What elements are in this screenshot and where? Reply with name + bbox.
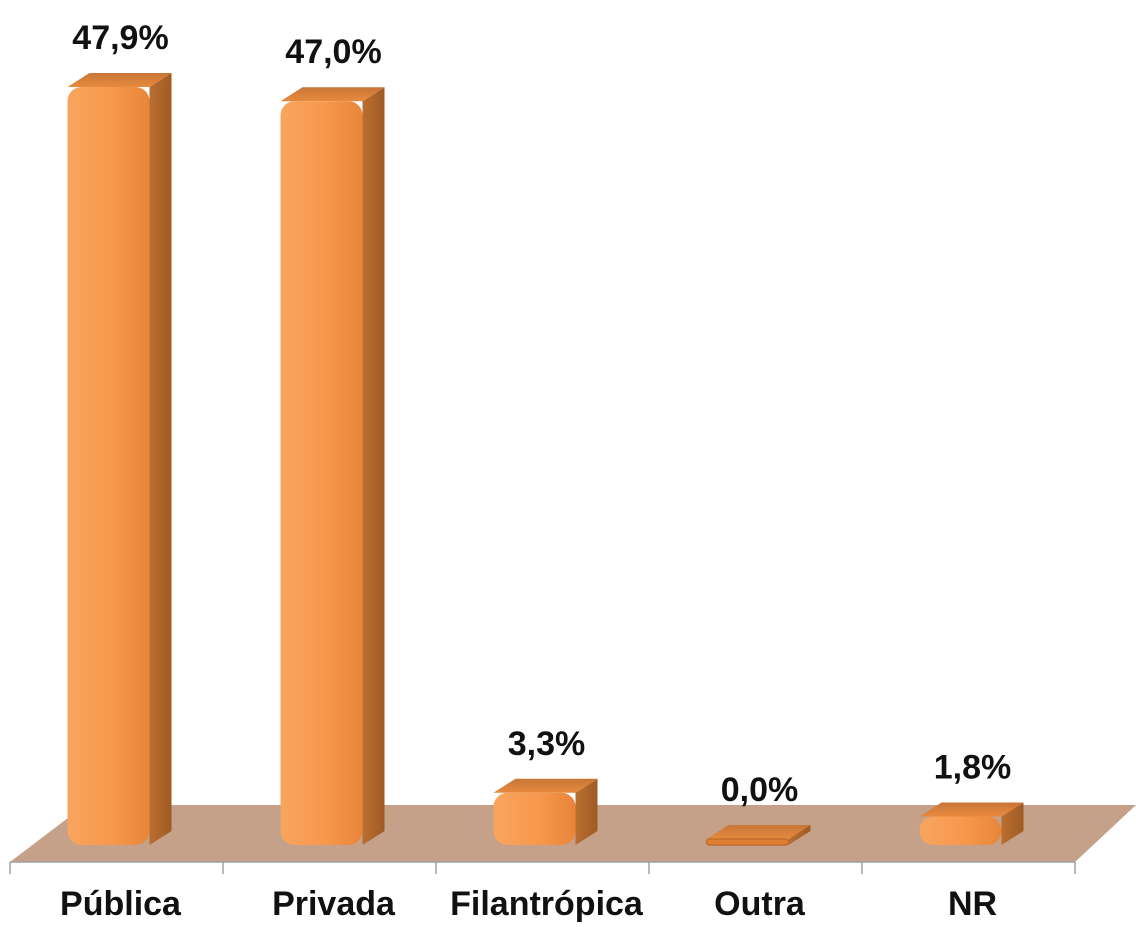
category-label-outra: Outra [714, 885, 806, 923]
bar-publica [67, 73, 172, 845]
bar-side-face [149, 73, 172, 845]
category-label-nr: NR [948, 885, 997, 923]
bar-side-face [1001, 802, 1024, 845]
category-label-filantropica: Filantrópica [450, 885, 644, 923]
value-label-filantropica: 3,3% [508, 725, 586, 763]
bar-front-face [280, 101, 363, 845]
bar-front-face [67, 87, 150, 845]
bar-filantropica [493, 778, 598, 845]
value-label-publica: 47,9% [72, 19, 168, 57]
bar-front-face [705, 838, 790, 846]
bar-top-face [493, 778, 598, 793]
bar-top-face [706, 825, 811, 839]
value-label-nr: 1,8% [934, 749, 1012, 787]
bar-side-face [575, 778, 598, 845]
bar-front-face [493, 792, 576, 845]
bar-side-face [788, 825, 811, 845]
bar-top-face [67, 73, 172, 87]
bar-privada [280, 87, 385, 845]
value-label-privada: 47,0% [285, 33, 381, 71]
bar-side-face [362, 87, 385, 845]
bar-outra [705, 825, 811, 846]
bar-front-face [919, 816, 1002, 845]
bar-top-face [280, 87, 385, 102]
category-label-privada: Privada [272, 885, 396, 923]
bar-top-face [919, 802, 1024, 817]
bar-nr [919, 802, 1024, 845]
category-label-publica: Pública [60, 885, 182, 923]
value-label-outra: 0,0% [721, 771, 799, 809]
